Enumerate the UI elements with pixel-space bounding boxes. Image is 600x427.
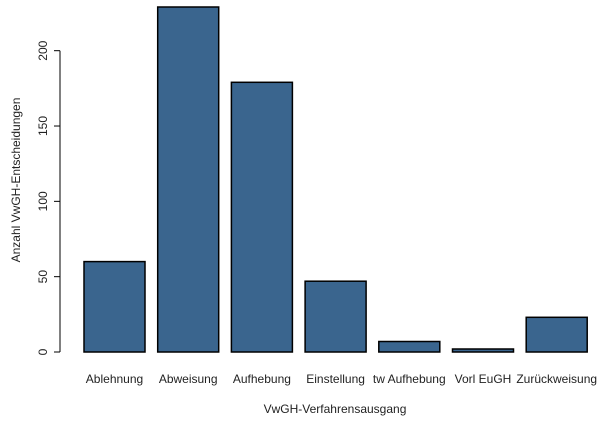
bar-abweisung [156,6,220,353]
bar-einstellung [304,280,367,353]
x-tick-label-vorl-eugh: Vorl EuGH [455,372,512,386]
x-axis-labels: Ablehnung Abweisung Aufhebung Einstellung tw… [86,372,597,386]
y-axis: 0 50 100 150 200 [36,40,61,355]
x-tick-label-zur-ckweisung: Zurückweisung [516,372,597,386]
bar-aufhebung [230,81,294,353]
y-tick-label-0: 0 [36,348,50,355]
y-tick-label-150: 150 [36,116,50,136]
x-tick-label-abweisung: Abweisung [159,372,218,386]
x-axis-title: VwGH-Verfahrensausgang [264,402,407,416]
bars [83,6,588,353]
y-tick-label-200: 200 [36,40,50,60]
bar-zur-ckweisung [525,316,588,353]
y-tick-label-50: 50 [36,270,50,284]
bar-tw-aufhebung [378,340,441,353]
x-tick-label-aufhebung: Aufhebung [233,372,291,386]
bar-vorl-eugh [451,348,515,353]
y-tick-label-100: 100 [36,191,50,211]
bar-ablehnung [83,260,146,353]
x-tick-label-einstellung: Einstellung [306,372,365,386]
x-tick-label-tw-aufhebung: tw Aufhebung [373,372,446,386]
y-axis-title: Anzahl VwGH-Entscheidungen [9,98,23,263]
x-tick-label-ablehnung: Ablehnung [86,372,143,386]
